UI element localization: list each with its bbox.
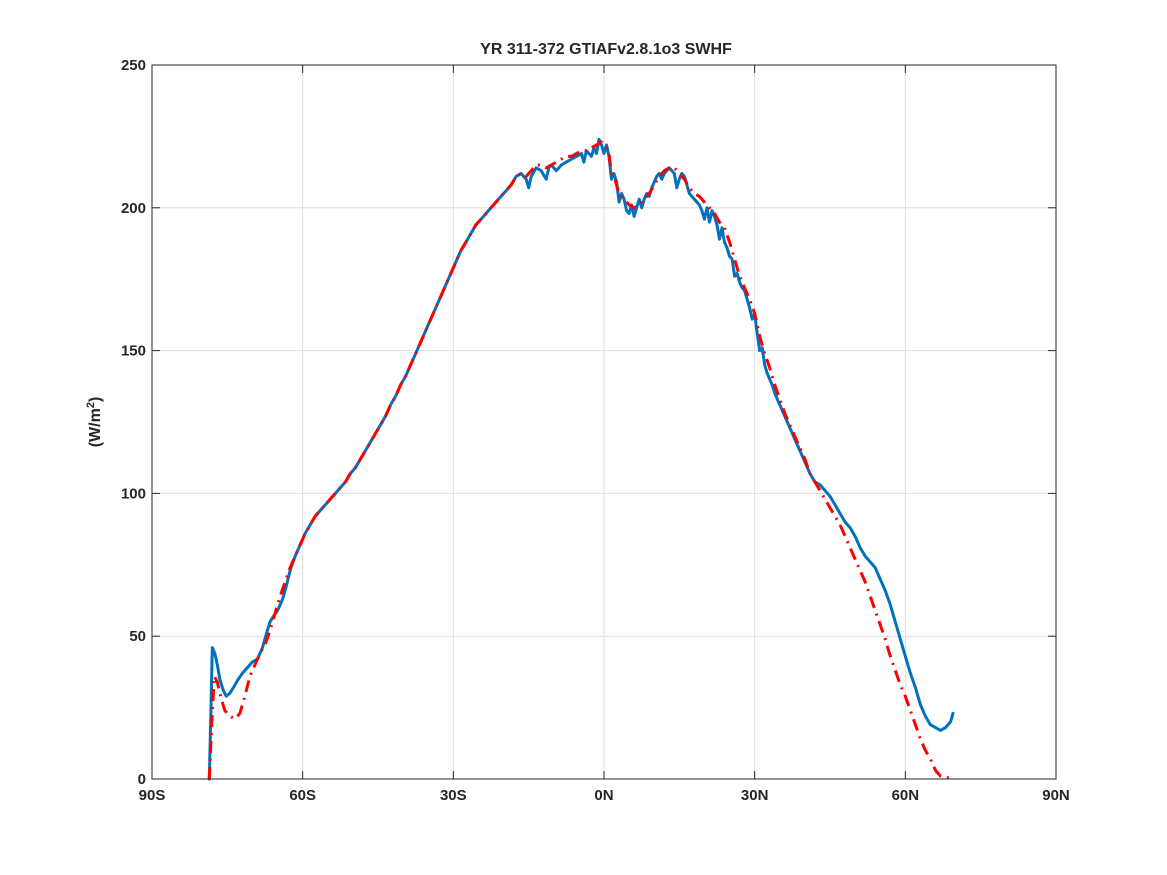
x-axis-tick-labels: 90S 60S 30S 0N 30N 60N 90N — [139, 787, 1070, 804]
x-tick-label: 0N — [594, 787, 613, 804]
chart-title: YR 311-372 GTIAFv2.8.1o3 SWHF — [480, 41, 732, 58]
y-tick-label: 0 — [138, 771, 146, 788]
x-tick-label: 60N — [892, 787, 920, 804]
y-tick-label: 200 — [121, 200, 146, 217]
y-axis-tick-labels: 0 50 100 150 200 250 — [121, 57, 146, 788]
x-tick-label: 90N — [1042, 787, 1070, 804]
x-tick-label: 90S — [139, 787, 166, 804]
series-line-2 — [207, 140, 953, 780]
y-axis-label: (W/m2) — [85, 397, 104, 448]
x-tick-label: 30S — [440, 787, 467, 804]
y-tick-label: 250 — [121, 57, 146, 74]
grid-lines — [152, 65, 1056, 779]
y-tick-label: 50 — [129, 628, 146, 645]
x-tick-label: 60S — [289, 787, 316, 804]
axis-ticks — [151, 64, 1057, 780]
y-tick-label: 100 — [121, 485, 146, 502]
y-tick-label: 150 — [121, 343, 146, 360]
y-axis-label-superscript: 2 — [85, 402, 97, 408]
y-axis-label-close: ) — [87, 397, 104, 402]
y-axis-label-main: (W/m — [87, 408, 104, 447]
x-tick-label: 30N — [741, 787, 769, 804]
data-series — [207, 137, 955, 781]
